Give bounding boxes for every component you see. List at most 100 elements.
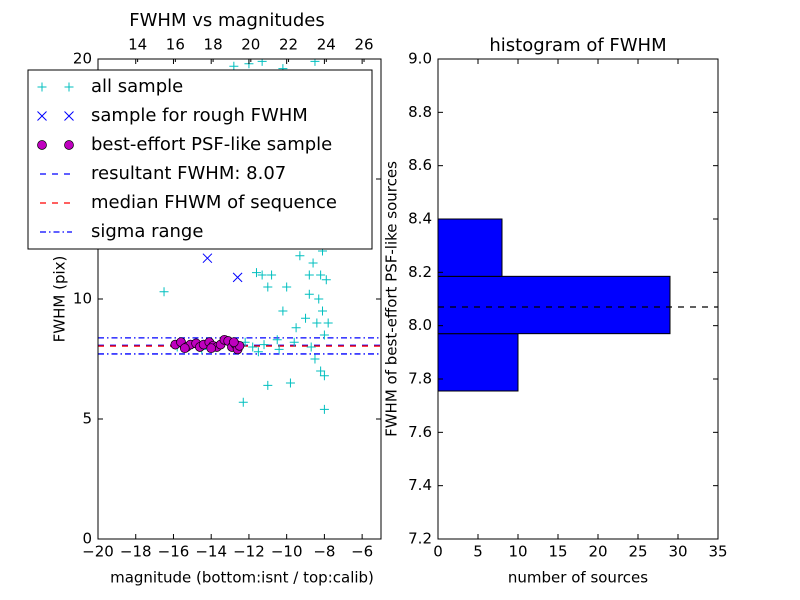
x2-tick-label: 18 (204, 36, 223, 54)
point (238, 397, 248, 407)
y-axis-label: FWHM (pix) (51, 256, 69, 343)
bar (437, 218, 503, 277)
point (274, 344, 284, 354)
legend-box (27, 69, 373, 250)
y-tick-label: 8.8 (408, 103, 432, 121)
plot-area (98, 59, 381, 414)
x-tick-label: 30 (668, 543, 687, 561)
x-tick-label: 5 (473, 543, 483, 561)
x-tick-label: 15 (548, 543, 567, 561)
legend-label: all sample (91, 76, 183, 97)
point (257, 59, 267, 66)
point (323, 318, 333, 328)
y-tick-label: 8.4 (408, 210, 432, 228)
x-tick-label: −16 (158, 543, 190, 561)
y-tick-label: 5 (82, 410, 92, 428)
y-tick-label: 8.6 (408, 156, 432, 174)
x2-tick-label: 24 (317, 36, 336, 54)
x-tick-label: 0 (433, 543, 443, 561)
x-tick-label: −6 (351, 543, 373, 561)
legend-swatch (37, 82, 47, 92)
point (319, 330, 329, 340)
x-tick-label: −14 (195, 543, 227, 561)
point (202, 253, 213, 264)
point (291, 323, 301, 333)
point (310, 59, 320, 66)
x-tick-label: −18 (120, 543, 152, 561)
x-tick-label: 35 (708, 543, 727, 561)
plot-frame (437, 58, 719, 540)
point (304, 270, 314, 280)
legend-swatch (64, 111, 74, 121)
point (278, 306, 288, 316)
x2-tick-label: 16 (166, 36, 185, 54)
point (282, 282, 292, 292)
bar (437, 275, 671, 335)
point (272, 335, 282, 345)
legend-label: median FHWM of sequence (91, 192, 337, 213)
point (316, 366, 326, 376)
y-tick-label: 7.4 (408, 476, 432, 494)
point (232, 272, 243, 283)
x2-tick-label: 22 (279, 36, 298, 54)
point (228, 337, 239, 348)
legend-swatch (37, 140, 47, 150)
point (312, 318, 322, 328)
y-tick-label: 7.2 (408, 530, 432, 548)
point (295, 251, 305, 261)
point (257, 270, 267, 280)
y-tick-label: 9.0 (408, 50, 432, 68)
legend-label: resultant FWHM: 8.07 (91, 163, 286, 184)
point (229, 61, 239, 71)
point (321, 275, 331, 285)
legend-label: sample for rough FWHM (91, 105, 308, 126)
x-tick-label: −10 (271, 543, 303, 561)
point (251, 268, 261, 278)
point (267, 270, 277, 280)
x-axis-label: number of sources (508, 569, 648, 587)
y-tick-label: 20 (73, 50, 92, 68)
legend-swatch (37, 111, 47, 121)
chart-title: FWHM vs magnitudes (129, 10, 324, 31)
x-tick-label: −12 (233, 543, 265, 561)
x-axis-label: magnitude (bottom:isnt / top:calib) (110, 569, 374, 587)
x2-tick-label: 14 (128, 36, 147, 54)
point (319, 371, 329, 381)
x-tick-label: 10 (508, 543, 527, 561)
point (285, 378, 295, 388)
point (253, 347, 263, 357)
point (318, 306, 328, 316)
point (310, 354, 320, 364)
point (263, 282, 273, 292)
point (259, 340, 269, 350)
x-tick-label: 20 (588, 543, 607, 561)
legend-label: best-effort PSF-like sample (91, 134, 332, 155)
point (306, 342, 316, 352)
x-tick-label: −8 (313, 543, 335, 561)
point (248, 342, 258, 352)
legend-swatch (64, 140, 74, 150)
chart-title: histogram of FWHM (489, 35, 666, 56)
legend-swatch (64, 82, 74, 92)
point (308, 258, 318, 268)
y-axis-label: FWHM of best-effort PSF-like sources (383, 161, 401, 437)
bar (437, 333, 519, 392)
y-tick-label: 8.0 (408, 316, 432, 334)
legend-label: sigma range (91, 221, 203, 242)
point (289, 337, 299, 347)
point (179, 343, 190, 354)
y-tick-label: 7.6 (408, 423, 432, 441)
x-tick-label: −20 (82, 543, 114, 561)
y-tick-label: 10 (73, 290, 92, 308)
point (314, 294, 324, 304)
point (206, 343, 217, 354)
point (316, 270, 326, 280)
x-tick-label: 25 (628, 543, 647, 561)
y-tick-label: 8.2 (408, 263, 432, 281)
y-tick-label: 0 (82, 530, 92, 548)
point (304, 289, 314, 299)
plot-frame (97, 58, 382, 540)
point (319, 404, 329, 414)
x2-tick-label: 20 (241, 36, 260, 54)
